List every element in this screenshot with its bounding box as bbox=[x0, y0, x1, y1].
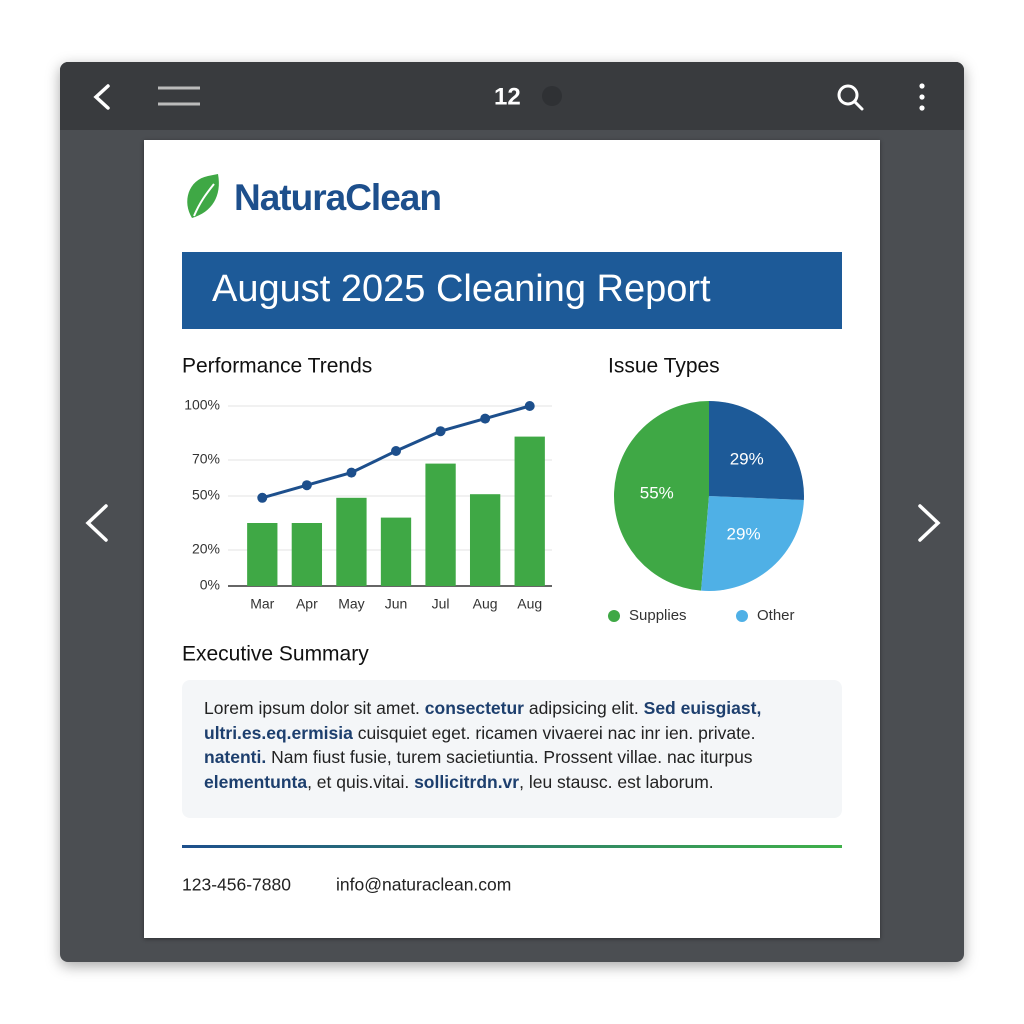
section-title: Executive Summary bbox=[182, 643, 369, 666]
page-arrows bbox=[85, 504, 941, 542]
logo-vein bbox=[193, 183, 215, 217]
page-dot bbox=[542, 86, 562, 106]
bar bbox=[291, 523, 323, 586]
y-tick-label: 0% bbox=[200, 577, 220, 593]
bar bbox=[469, 494, 501, 586]
summary-run: Nam fiust fusie, turem sacietiuntia. Pro… bbox=[266, 747, 753, 767]
y-tick-label: 70% bbox=[192, 451, 220, 467]
pie-slice bbox=[701, 496, 804, 591]
x-tick-label: Aug bbox=[517, 596, 542, 612]
summary-box: Lorem ipsum dolor sit amet. consectetur … bbox=[182, 680, 842, 818]
divider bbox=[182, 845, 842, 848]
summary-run: natenti. bbox=[204, 747, 267, 767]
summary-run: cuisquiet eget. ricamen vivaerei nac inr… bbox=[352, 722, 756, 743]
summary-run: , leu stausc. est laborum. bbox=[519, 771, 714, 792]
legend-label: Supplies bbox=[629, 607, 687, 624]
search-button[interactable] bbox=[837, 84, 864, 111]
y-tick-label: 20% bbox=[192, 541, 220, 557]
chart-title: Issue Types bbox=[608, 355, 720, 378]
toolbar-icons: 12 bbox=[93, 83, 925, 111]
trend-point bbox=[257, 492, 268, 503]
more-button[interactable] bbox=[919, 83, 925, 111]
page-number: 12 bbox=[494, 83, 521, 110]
bar bbox=[380, 517, 412, 586]
back-button[interactable] bbox=[93, 84, 110, 110]
email: info@naturaclean.com bbox=[336, 875, 511, 895]
menu-button[interactable] bbox=[158, 86, 200, 106]
summary-run: Sed euisgiast, bbox=[643, 698, 762, 718]
trend-point bbox=[524, 401, 535, 411]
x-tick-label: Apr bbox=[296, 596, 318, 612]
brand: NaturaClean bbox=[234, 177, 441, 218]
legend-swatch bbox=[608, 610, 620, 622]
bar bbox=[336, 497, 367, 586]
summary-run: ultri.es.eq.ermisia bbox=[204, 722, 353, 743]
prev-page[interactable] bbox=[85, 504, 108, 542]
report: NaturaClean August 2025 Cleaning Report … bbox=[182, 174, 842, 895]
summary-run: Lorem ipsum dolor sit amet. bbox=[204, 698, 425, 718]
logo-leaf bbox=[187, 174, 219, 218]
x-tick-label: Mar bbox=[250, 596, 274, 612]
toolbar: 12 bbox=[60, 62, 964, 130]
summary-run: elementunta bbox=[204, 771, 308, 792]
slice-label: 55% bbox=[640, 483, 674, 502]
bar bbox=[425, 463, 456, 586]
y-tick-label: 100% bbox=[184, 397, 220, 413]
summary-text: Lorem ipsum dolor sit amet. consectetur … bbox=[204, 696, 822, 794]
trend-point bbox=[346, 467, 357, 478]
trend-point bbox=[301, 480, 312, 491]
viewer: 12 NaturaClean August 2025 Cleaning Repo… bbox=[60, 62, 964, 962]
pie-slice bbox=[613, 401, 709, 591]
trend-point bbox=[480, 413, 491, 424]
document-page: NaturaClean August 2025 Cleaning Report … bbox=[144, 140, 880, 938]
chart-title: Performance Trends bbox=[182, 355, 372, 378]
x-tick-label: Jul bbox=[432, 596, 450, 612]
summary-run: , et quis.vitai. bbox=[307, 771, 415, 792]
summary-run: consectetur bbox=[424, 698, 524, 718]
report-title: August 2025 Cleaning Report bbox=[212, 268, 711, 310]
x-tick-label: May bbox=[338, 596, 364, 612]
summary-run: adipsicing elit. bbox=[523, 698, 644, 718]
slice-label: 29% bbox=[727, 525, 761, 544]
summary-run: sollicitrdn.vr bbox=[414, 771, 520, 792]
x-tick-label: Aug bbox=[473, 596, 498, 612]
trend-point bbox=[391, 446, 401, 456]
next-page[interactable] bbox=[918, 504, 941, 542]
bar bbox=[247, 523, 278, 586]
legend-swatch bbox=[736, 610, 748, 622]
x-tick-label: Jun bbox=[385, 596, 408, 612]
y-tick-label: 50% bbox=[192, 487, 220, 503]
trend-point bbox=[435, 426, 446, 437]
bar bbox=[514, 436, 545, 586]
legend-label: Other bbox=[757, 607, 795, 624]
pie-slice bbox=[709, 401, 804, 500]
phone: 123-456-7880 bbox=[182, 875, 291, 895]
title-banner bbox=[182, 252, 842, 329]
slice-label: 29% bbox=[730, 449, 764, 468]
